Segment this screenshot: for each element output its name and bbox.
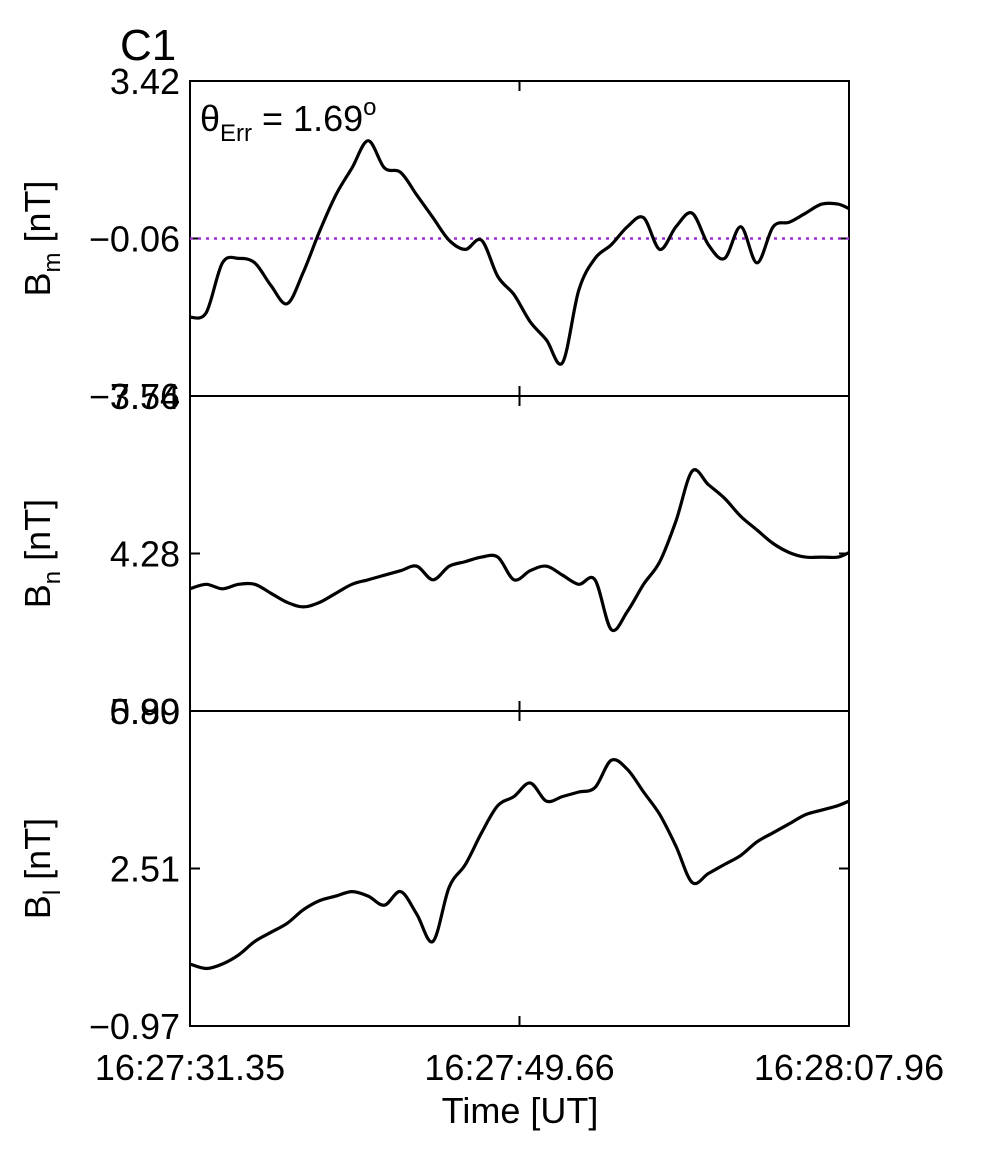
series-line (189, 758, 850, 971)
series-line (189, 139, 850, 366)
x-tick-label: 16:27:49.66 (424, 1047, 614, 1088)
y-tick-label: −3.54 (89, 376, 180, 417)
panel-3: 5.99 2.51 −0.97 Bl [nT] (17, 691, 850, 1047)
panel-2: 7.76 4.28 0.80 Bn [nT] (17, 376, 850, 732)
y-tick-label: 5.99 (110, 691, 180, 732)
y-axis-label: Bl [nT] (17, 818, 66, 919)
panel-frame (189, 395, 850, 712)
series-line (189, 468, 850, 633)
y-tick-label: 4.28 (110, 534, 180, 575)
y-tick-label: 7.76 (110, 376, 180, 417)
x-tick-label: 16:28:07.96 (754, 1047, 944, 1088)
y-tick-label: −0.97 (89, 1006, 180, 1047)
figure-label: C1 (120, 21, 176, 70)
panel-frame (189, 710, 850, 1027)
y-axis-label: Bm [nT] (17, 180, 66, 296)
error-angle-annotation: θErr = 1.69o (200, 94, 376, 147)
y-tick-label: 3.42 (110, 61, 180, 102)
y-axis-label: Bn [nT] (17, 499, 66, 608)
x-tick-label: 16:27:31.35 (95, 1047, 285, 1088)
y-tick-label: 2.51 (110, 849, 180, 890)
y-tick-label: −0.06 (89, 219, 180, 260)
panel-1: 3.42 −0.06 −3.54 Bm [nT] θErr = 1.69o (17, 61, 850, 417)
y-tick-label: 0.80 (110, 691, 180, 732)
x-axis-label: Time [UT] (442, 1090, 599, 1131)
